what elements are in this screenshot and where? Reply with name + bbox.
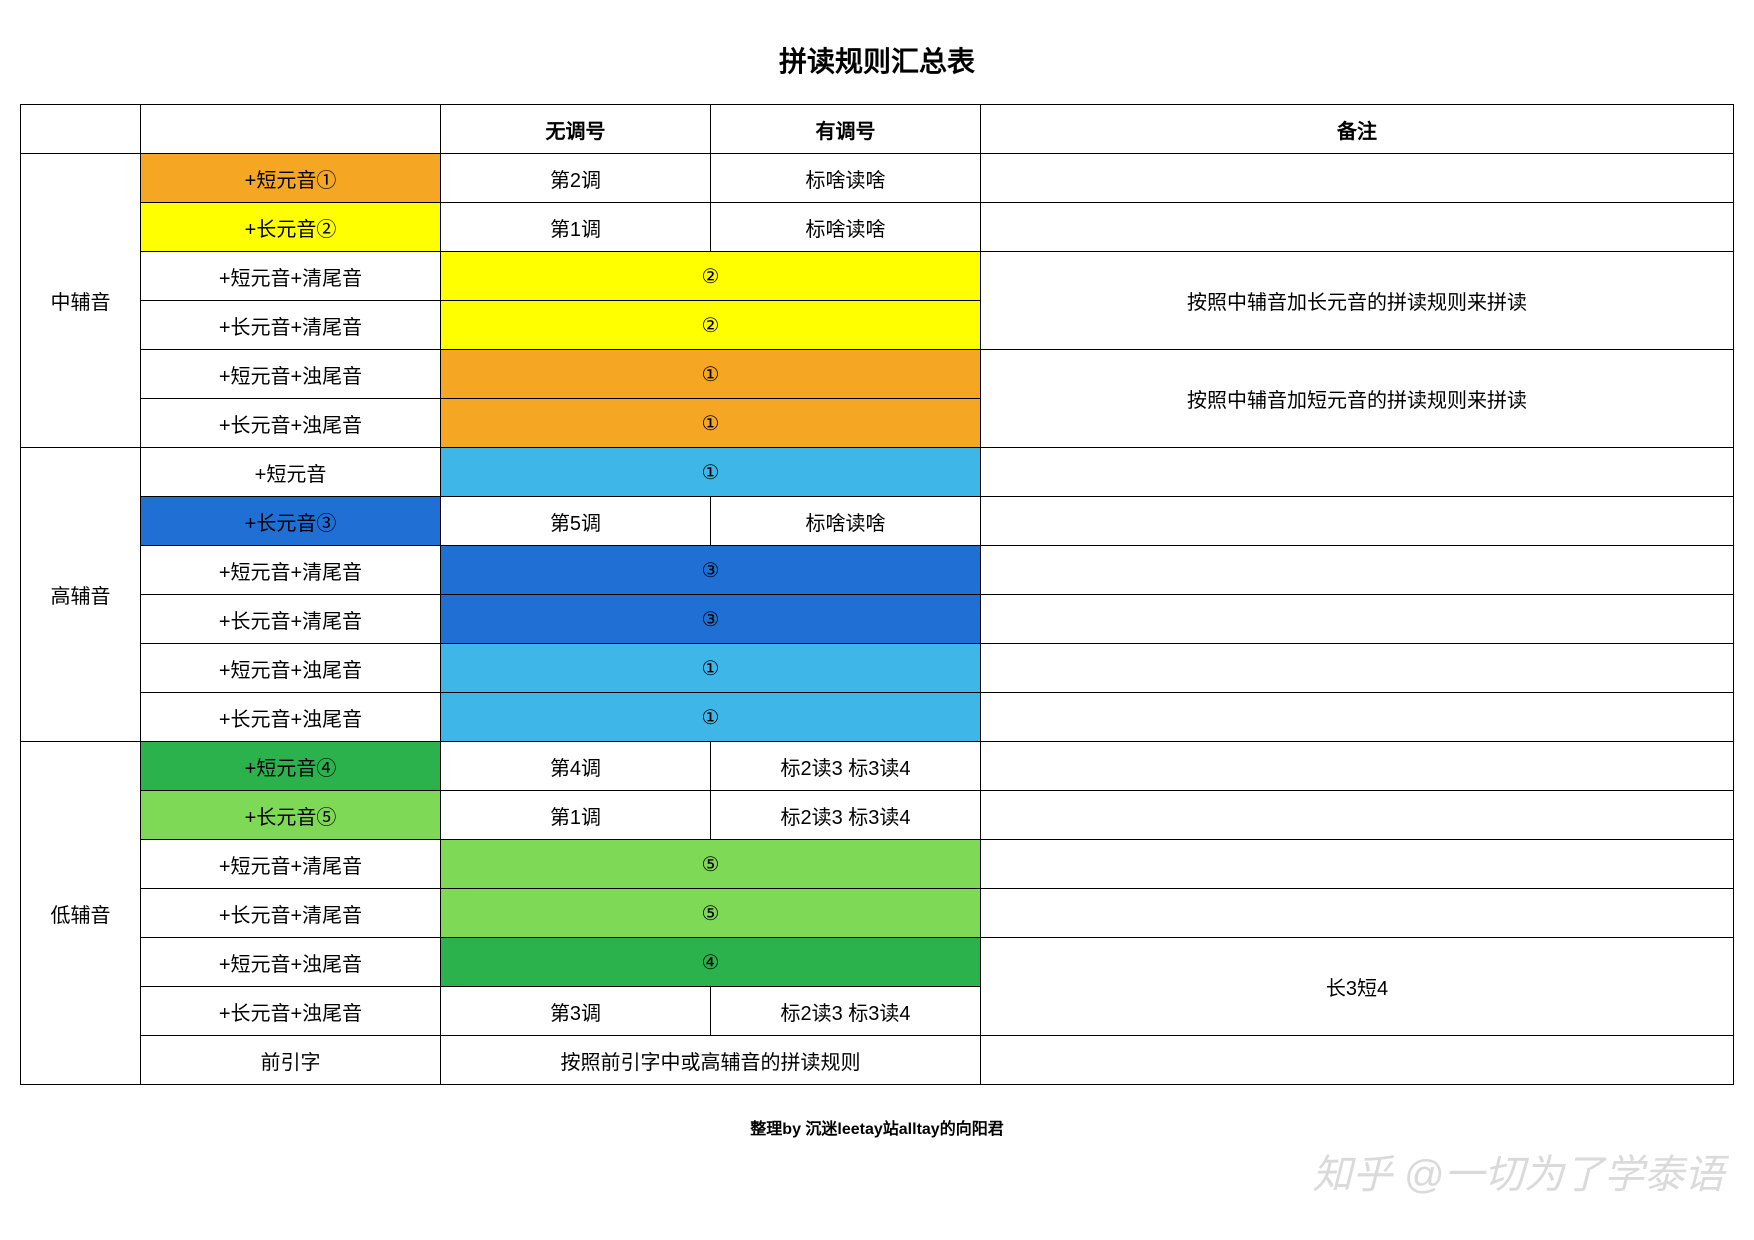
cell-with-tone: 标啥读啥	[711, 497, 981, 546]
cell-note	[981, 644, 1734, 693]
cell-no-tone: 第1调	[441, 791, 711, 840]
cell-pattern: +短元音+清尾音	[141, 546, 441, 595]
cell-note	[981, 546, 1734, 595]
cell-no-tone: 第5调	[441, 497, 711, 546]
cell-pattern: +长元音+浊尾音	[141, 399, 441, 448]
cell-note	[981, 791, 1734, 840]
header-no-tone: 无调号	[441, 105, 711, 154]
group-low: 低辅音	[21, 742, 141, 1085]
cell-note: 按照中辅音加短元音的拼读规则来拼读	[981, 350, 1734, 448]
cell-note	[981, 889, 1734, 938]
cell-no-tone: 第1调	[441, 203, 711, 252]
cell-with-tone: 标2读3 标3读4	[711, 742, 981, 791]
cell-merged: ⑤	[441, 889, 981, 938]
cell-pattern: +长元音③	[141, 497, 441, 546]
cell-merged: ②	[441, 252, 981, 301]
cell-note: 长3短4	[981, 938, 1734, 1036]
cell-note	[981, 1036, 1734, 1085]
page-title: 拼读规则汇总表	[20, 40, 1734, 80]
cell-no-tone: 第2调	[441, 154, 711, 203]
table-row: +短元音+浊尾音 ④ 长3短4	[21, 938, 1734, 987]
cell-no-tone: 第3调	[441, 987, 711, 1036]
header-with-tone: 有调号	[711, 105, 981, 154]
table-row: +长元音+清尾音 ⑤	[21, 889, 1734, 938]
cell-merged: ①	[441, 350, 981, 399]
table-row: 高辅音 +短元音 ①	[21, 448, 1734, 497]
cell-pattern: +短元音④	[141, 742, 441, 791]
cell-merged: ④	[441, 938, 981, 987]
cell-note	[981, 595, 1734, 644]
cell-merged: ①	[441, 448, 981, 497]
rules-table: 无调号 有调号 备注 中辅音 +短元音① 第2调 标啥读啥 +长元音② 第1调 …	[20, 104, 1734, 1085]
table-row: 低辅音 +短元音④ 第4调 标2读3 标3读4	[21, 742, 1734, 791]
cell-merged: ①	[441, 693, 981, 742]
cell-merged: ①	[441, 399, 981, 448]
cell-note	[981, 742, 1734, 791]
group-mid: 中辅音	[21, 154, 141, 448]
cell-pattern: +长元音+清尾音	[141, 301, 441, 350]
table-row: +短元音+清尾音 ② 按照中辅音加长元音的拼读规则来拼读	[21, 252, 1734, 301]
cell-merged: ③	[441, 546, 981, 595]
cell-note	[981, 693, 1734, 742]
cell-note	[981, 448, 1734, 497]
table-row: +长元音② 第1调 标啥读啥	[21, 203, 1734, 252]
header-row: 无调号 有调号 备注	[21, 105, 1734, 154]
cell-note	[981, 497, 1734, 546]
cell-pattern: +短元音+清尾音	[141, 840, 441, 889]
cell-with-tone: 标啥读啥	[711, 154, 981, 203]
cell-with-tone: 标2读3 标3读4	[711, 791, 981, 840]
cell-pattern: 前引字	[141, 1036, 441, 1085]
table-row: +短元音+清尾音 ③	[21, 546, 1734, 595]
table-row: 中辅音 +短元音① 第2调 标啥读啥	[21, 154, 1734, 203]
cell-note	[981, 840, 1734, 889]
cell-pattern: +短元音	[141, 448, 441, 497]
table-row: 前引字 按照前引字中或高辅音的拼读规则	[21, 1036, 1734, 1085]
cell-pattern: +长元音+浊尾音	[141, 987, 441, 1036]
table-row: +短元音+清尾音 ⑤	[21, 840, 1734, 889]
table-row: +长元音③ 第5调 标啥读啥	[21, 497, 1734, 546]
cell-note	[981, 203, 1734, 252]
cell-pattern: +短元音+清尾音	[141, 252, 441, 301]
cell-merged: ⑤	[441, 840, 981, 889]
group-high: 高辅音	[21, 448, 141, 742]
cell-with-tone: 标2读3 标3读4	[711, 987, 981, 1036]
cell-merged: ②	[441, 301, 981, 350]
footer-credit: 整理by 沉迷leetay站alltay的向阳君	[20, 1115, 1734, 1139]
cell-pattern: +短元音+浊尾音	[141, 938, 441, 987]
cell-merged: ①	[441, 644, 981, 693]
cell-full: 按照前引字中或高辅音的拼读规则	[441, 1036, 981, 1085]
header-note: 备注	[981, 105, 1734, 154]
cell-with-tone: 标啥读啥	[711, 203, 981, 252]
cell-pattern: +短元音+浊尾音	[141, 350, 441, 399]
cell-pattern: +长元音⑤	[141, 791, 441, 840]
table-row: +短元音+浊尾音 ① 按照中辅音加短元音的拼读规则来拼读	[21, 350, 1734, 399]
cell-merged: ③	[441, 595, 981, 644]
cell-pattern: +短元音+浊尾音	[141, 644, 441, 693]
cell-note: 按照中辅音加长元音的拼读规则来拼读	[981, 252, 1734, 350]
cell-pattern: +长元音+浊尾音	[141, 693, 441, 742]
cell-pattern: +长元音+清尾音	[141, 595, 441, 644]
table-row: +长元音+浊尾音 ①	[21, 693, 1734, 742]
header-blank-2	[141, 105, 441, 154]
cell-pattern: +短元音①	[141, 154, 441, 203]
table-row: +长元音⑤ 第1调 标2读3 标3读4	[21, 791, 1734, 840]
cell-pattern: +长元音+清尾音	[141, 889, 441, 938]
table-row: +短元音+浊尾音 ①	[21, 644, 1734, 693]
cell-note	[981, 154, 1734, 203]
cell-no-tone: 第4调	[441, 742, 711, 791]
header-blank-1	[21, 105, 141, 154]
watermark: 知乎 @一切为了学泰语	[1312, 1142, 1724, 1200]
cell-pattern: +长元音②	[141, 203, 441, 252]
table-row: +长元音+清尾音 ③	[21, 595, 1734, 644]
